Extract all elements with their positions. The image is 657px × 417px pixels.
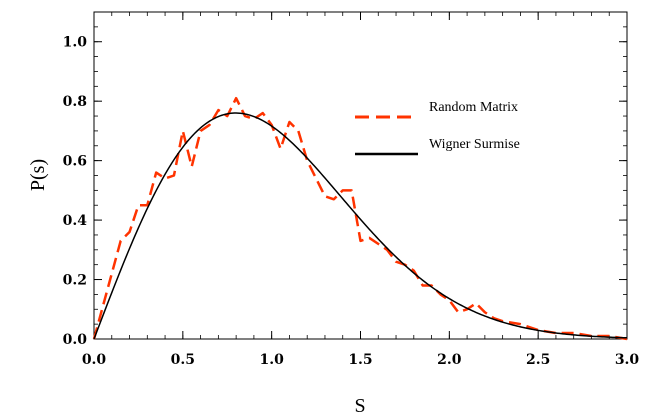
legend-label-wigner-surmise: Wigner Surmise: [429, 137, 520, 152]
y-axis-title: P(s): [27, 159, 49, 191]
x-tick-label: 3.0: [615, 352, 640, 368]
x-tick-label: 2.5: [526, 352, 550, 368]
series-wigner-surmise: [93, 112, 628, 340]
x-tick-label: 2.0: [437, 352, 462, 368]
series-layer: [92, 96, 628, 341]
x-tick-label: 1.5: [348, 352, 372, 368]
y-tick-label: 0.4: [63, 213, 88, 229]
legend-label-random-matrix: Random Matrix: [429, 100, 518, 115]
y-tick-label: 0.0: [63, 332, 88, 348]
x-axis-title: S: [354, 395, 365, 417]
series-random-matrix: [92, 96, 628, 341]
x-tick-label: 1.0: [259, 352, 284, 368]
tick-labels: 0.0 0.5 1.0 1.5 2.0 2.5 3.0 0.0 0.2 0.4 0.6 0.8 1.0: [63, 35, 640, 368]
y-tick-label: 1.0: [63, 35, 88, 51]
legend: Random Matrix Wigner Surmise: [355, 100, 520, 156]
axis-ticks: [93, 11, 628, 340]
y-tick-label: 0.8: [63, 94, 87, 110]
y-tick-label: 0.6: [63, 154, 87, 170]
y-tick-label: 0.2: [63, 273, 87, 289]
x-tick-label: 0.5: [171, 352, 195, 368]
x-tick-label: 0.0: [82, 352, 107, 368]
